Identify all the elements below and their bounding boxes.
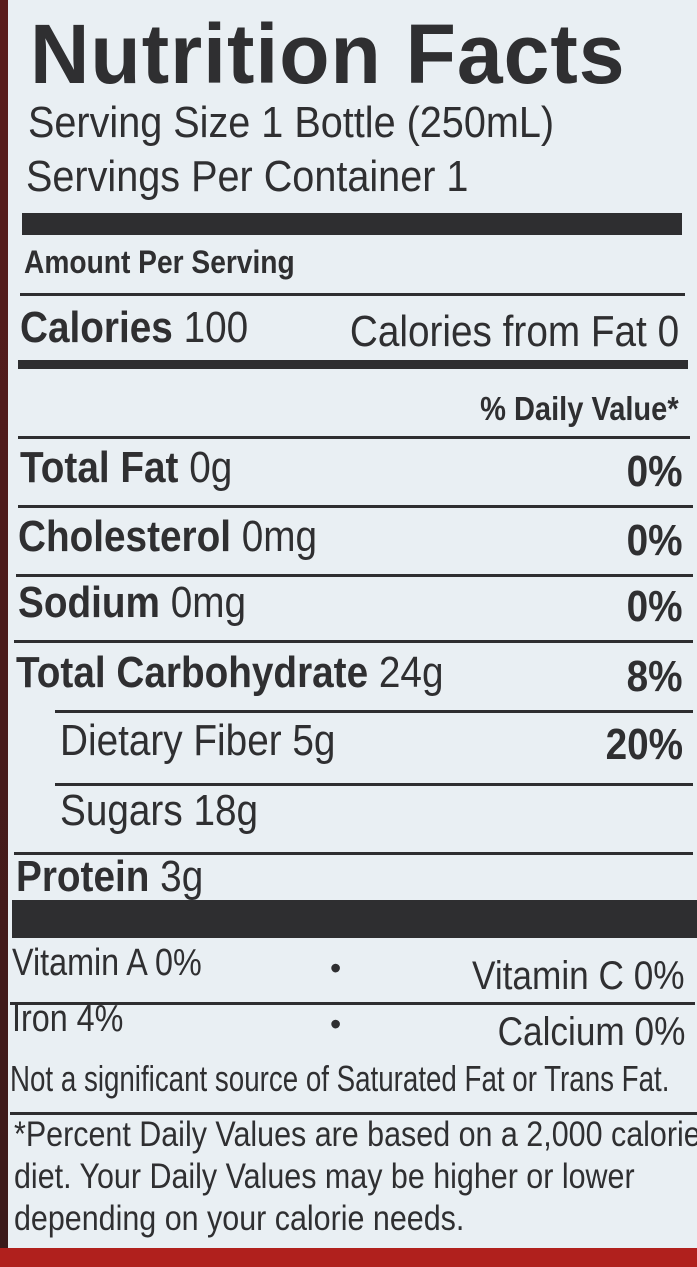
nutrient-name: Total Fat [20,443,179,492]
nutrient-row: Protein 3g [16,852,203,902]
nutrient-daily-value: 8% [627,652,683,701]
bullet: • [330,950,342,986]
divider [14,852,693,855]
nutrient-name: Total Carbohydrate [16,648,369,697]
nutrient-name: Protein [16,852,150,901]
footnote: *Percent Daily Values are based on a 2,0… [14,1114,697,1240]
nutrient-amount: 3g [160,852,204,901]
divider [20,293,685,296]
package-red-band [0,1248,697,1267]
divider [10,1112,697,1115]
nutrient-row: Dietary Fiber 5g [60,716,335,766]
nutrient-amount: 24g [378,648,444,697]
nutrient-row: Sugars 18g [60,786,258,836]
thick-divider [12,900,697,938]
footnote-line: diet. Your Daily Values may be higher or… [14,1157,635,1196]
nutrient-amount: 0mg [241,512,318,561]
nutrient-row: Sodium 0mg [18,578,246,628]
label-title: Nutrition Facts [30,7,626,101]
nutrient-name: Dietary Fiber [60,716,282,765]
divider [55,710,693,713]
thick-divider [22,213,682,235]
package-edge [0,0,8,1267]
nutrient-daily-value: 0% [627,447,683,496]
serving-size: Serving Size 1 Bottle (250mL) [28,98,555,147]
nutrient-row: Cholesterol 0mg [18,512,317,562]
nutrient-name: Sugars [60,786,183,835]
servings-per-container: Servings Per Container 1 [26,152,469,201]
nutrient-daily-value: 20% [605,720,683,769]
divider [18,436,690,439]
vitamin-left: Vitamin A 0% [12,942,202,984]
divider [16,574,693,577]
nutrient-daily-value: 0% [627,582,683,631]
amount-per-serving: Amount Per Serving [24,244,295,280]
divider [10,1002,695,1005]
footnote-line: *Percent Daily Values are based on a 2,0… [14,1115,697,1154]
bullet: • [330,1006,342,1042]
vitamin-left: Iron 4% [12,998,124,1040]
divider [55,783,693,786]
nutrient-name: Cholesterol [18,512,232,561]
divider [14,640,693,643]
calories-from-fat: Calories from Fat 0 [349,307,679,356]
not-significant-note: Not a significant source of Saturated Fa… [10,1058,670,1099]
vitamin-right: Calcium 0% [497,1010,685,1054]
medium-divider [18,360,688,369]
divider [18,505,693,508]
calories-row: Calories 100 [20,303,248,353]
calories-value: 100 [183,303,249,352]
nutrient-row: Total Carbohydrate 24g [16,648,443,698]
daily-value-header: % Daily Value* [480,390,679,427]
nutrient-name: Sodium [18,578,160,627]
nutrient-amount: 5g [292,716,336,765]
calories-label: Calories [20,303,173,352]
vitamin-right: Vitamin C 0% [472,954,685,998]
nutrient-amount: 0g [189,443,233,492]
nutrient-amount: 0mg [170,578,247,627]
footnote-line: depending on your calorie needs. [14,1199,465,1238]
nutrient-daily-value: 0% [627,516,683,565]
nutrient-row: Total Fat 0g [20,443,232,493]
nutrient-amount: 18g [193,786,259,835]
